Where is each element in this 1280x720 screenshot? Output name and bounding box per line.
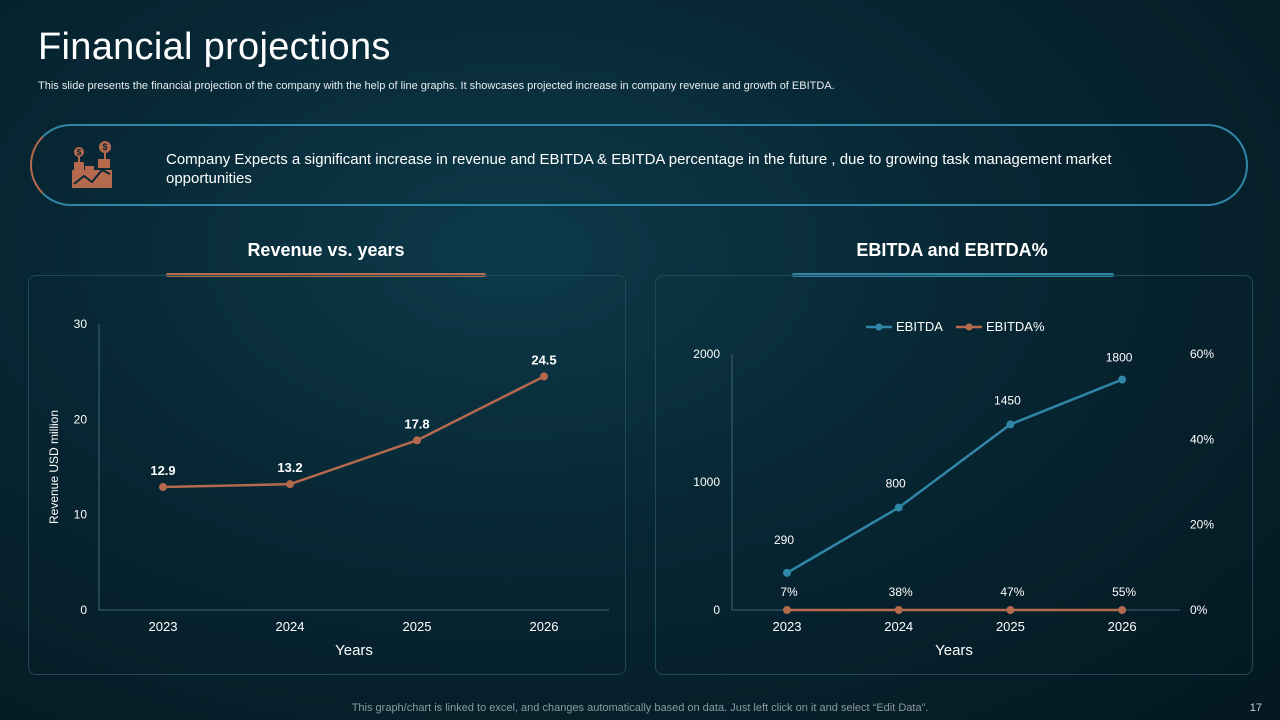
ebitda-pct-data-point <box>1118 606 1127 614</box>
x-tick-label: 2024 <box>276 619 305 634</box>
y-right-tick-label: 60% <box>1190 347 1214 361</box>
revenue-chart-title: Revenue vs. years <box>247 240 405 260</box>
y-left-tick-label: 2000 <box>693 347 720 361</box>
ebitda-data-point <box>1006 420 1015 429</box>
ebitda-series-line <box>786 378 1123 574</box>
x-tick-label: 2026 <box>530 619 559 634</box>
revenue-data-point <box>413 436 421 445</box>
y-tick-label: 20 <box>74 412 88 426</box>
y-right-tick-label: 0% <box>1190 603 1208 617</box>
ebitda-data-label: 1800 <box>1106 351 1133 365</box>
revenue-data-point <box>286 480 294 489</box>
footer-note: This graph/chart is linked to excel, and… <box>351 702 929 714</box>
ebitda-pct-data-label: 38% <box>889 585 913 599</box>
ebitda-data-label: 800 <box>886 477 906 491</box>
revenue-data-label: 24.5 <box>531 352 556 367</box>
revenue-data-point <box>159 483 167 492</box>
ebitda-pct-data-label: 47% <box>1000 585 1024 599</box>
revenue-series-line <box>162 375 545 489</box>
summary-banner: $ $ Company Expects a significant increa… <box>30 124 1248 206</box>
revenue-chart-panel: 0 10 20 30 2023 2024 2025 2026 Years Revenue USD … <box>28 275 626 675</box>
x-tick-label: 2025 <box>996 619 1025 634</box>
ebitda-data-label: 1450 <box>994 393 1021 407</box>
svg-text:$: $ <box>77 148 82 157</box>
ebitda-pct-data-point <box>783 606 791 614</box>
money-growth-icon: $ $ <box>72 141 112 188</box>
y-right-tick-label: 40% <box>1190 432 1214 446</box>
ebitda-pct-data-point <box>894 606 903 614</box>
revenue-data-point <box>540 372 548 381</box>
ebitda-data-label: 290 <box>774 533 794 547</box>
banner-text: Company Expects a significant increase i… <box>166 151 1112 187</box>
legend-label: EBITDA% <box>986 319 1045 334</box>
x-tick-label: 2026 <box>1108 619 1137 634</box>
ebitda-data-point <box>1118 375 1127 384</box>
page-subtitle: This slide presents the financial projec… <box>38 80 835 92</box>
x-axis-title: Years <box>935 642 973 659</box>
legend-marker-ebitda-pct <box>965 323 973 331</box>
x-axis-title: Years <box>335 642 373 659</box>
y-tick-label: 0 <box>80 603 87 617</box>
x-tick-label: 2023 <box>149 619 178 634</box>
y-axis-title: Revenue USD million <box>47 410 61 524</box>
ebitda-pct-data-label: 55% <box>1112 585 1136 599</box>
revenue-data-label: 13.2 <box>277 460 302 475</box>
ebitda-pct-data-point <box>1006 606 1015 614</box>
svg-text:$: $ <box>102 142 107 152</box>
y-left-tick-label: 1000 <box>693 475 720 489</box>
ebitda-data-point <box>783 568 791 577</box>
page-title: Financial projections <box>38 26 391 68</box>
y-right-tick-label: 20% <box>1190 518 1214 532</box>
y-tick-label: 30 <box>74 317 88 331</box>
revenue-data-label: 12.9 <box>150 463 175 478</box>
ebitda-chart-panel: 0 1000 2000 0% 20% 40% 60% 2023 2024 2025 2026 Year… <box>655 275 1253 675</box>
y-left-tick-label: 0 <box>713 603 720 617</box>
ebitda-line-chart: 0 1000 2000 0% 20% 40% 60% 2023 2024 2025 2026 Year… <box>693 319 1214 659</box>
x-tick-label: 2024 <box>884 619 913 634</box>
x-tick-label: 2023 <box>773 619 802 634</box>
revenue-line-chart: 0 10 20 30 2023 2024 2025 2026 Years Revenue USD … <box>47 317 609 659</box>
ebitda-data-point <box>894 503 903 512</box>
legend-label: EBITDA <box>896 319 943 334</box>
legend-marker-ebitda <box>875 323 883 331</box>
y-tick-label: 10 <box>74 508 88 522</box>
revenue-data-label: 17.8 <box>404 416 429 431</box>
x-tick-label: 2025 <box>403 619 432 634</box>
ebitda-pct-data-label: 7% <box>780 585 798 599</box>
page-number: 17 <box>1249 702 1262 714</box>
ebitda-chart-title: EBITDA and EBITDA% <box>856 240 1048 260</box>
